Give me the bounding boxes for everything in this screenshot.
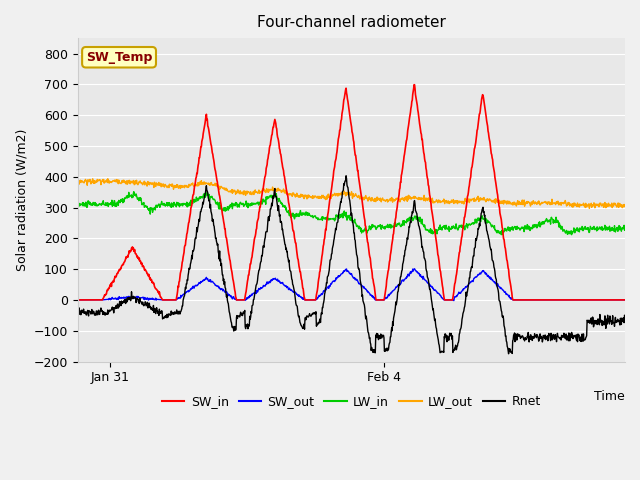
Rnet (342, 173, 350, 179)
Rnet (166, 312, 173, 318)
SW_in (311, 297, 319, 303)
Rnet (362, 316, 369, 322)
Y-axis label: Solar radiation (W/m2): Solar radiation (W/m2) (15, 129, 28, 271)
SW_in (259, 192, 266, 198)
LW_in (621, 225, 629, 231)
SW_out (450, 298, 458, 303)
LW_in (147, 204, 154, 210)
SW_out (311, 297, 319, 303)
Title: Four-channel radiometer: Four-channel radiometer (257, 15, 446, 30)
Line: SW_out: SW_out (77, 269, 625, 300)
SW_in (147, 275, 154, 281)
SW_out (411, 266, 419, 272)
LW_in (373, 225, 381, 230)
LW_in (130, 189, 138, 194)
Rnet (373, 335, 381, 341)
Line: LW_out: LW_out (77, 179, 625, 208)
LW_in (166, 201, 174, 207)
LW_in (497, 232, 505, 238)
SW_out (259, 285, 266, 290)
Rnet (147, 304, 154, 310)
SW_in (621, 297, 629, 303)
LW_in (362, 226, 369, 232)
LW_in (259, 198, 266, 204)
Rnet (311, 310, 319, 315)
LW_out (362, 192, 369, 198)
SW_in (362, 223, 369, 229)
SW_out (147, 296, 154, 301)
LW_out (104, 176, 111, 181)
Text: SW_Temp: SW_Temp (86, 51, 152, 64)
LW_out (259, 186, 266, 192)
SW_in (373, 297, 381, 303)
Rnet (74, 309, 81, 315)
SW_out (373, 297, 381, 303)
Line: Rnet: Rnet (77, 176, 625, 354)
SW_in (166, 297, 173, 303)
LW_out (312, 193, 319, 199)
LW_in (74, 200, 81, 205)
Legend: SW_in, SW_out, LW_in, LW_out, Rnet: SW_in, SW_out, LW_in, LW_out, Rnet (157, 391, 546, 413)
LW_out (147, 180, 154, 186)
X-axis label: Time: Time (595, 390, 625, 403)
LW_out (74, 178, 81, 183)
SW_in (74, 297, 81, 303)
LW_in (312, 213, 319, 219)
Line: LW_in: LW_in (77, 192, 625, 235)
LW_out (166, 182, 174, 188)
LW_out (586, 205, 593, 211)
SW_in (410, 82, 418, 87)
SW_out (362, 286, 369, 291)
Rnet (505, 351, 513, 357)
Line: SW_in: SW_in (77, 84, 625, 300)
SW_out (621, 297, 629, 303)
LW_out (373, 194, 381, 200)
Rnet (259, 253, 266, 259)
Rnet (621, 315, 629, 321)
LW_out (621, 204, 629, 210)
SW_out (74, 297, 81, 303)
SW_out (166, 297, 173, 303)
